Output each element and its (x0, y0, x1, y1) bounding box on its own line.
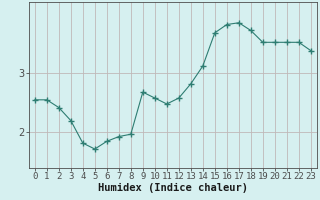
X-axis label: Humidex (Indice chaleur): Humidex (Indice chaleur) (98, 183, 248, 193)
